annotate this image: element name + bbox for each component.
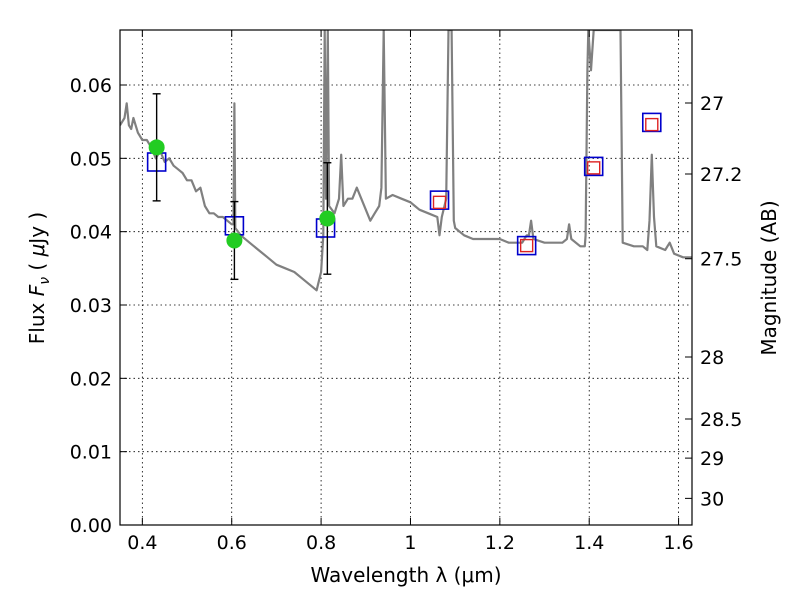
x-tick-label: 1.6 — [663, 532, 693, 554]
y-tick-label: 0.06 — [70, 75, 112, 97]
model-square — [641, 112, 662, 133]
y2-tick-label: 30 — [700, 488, 724, 510]
y-tick-label: 0.00 — [70, 515, 112, 537]
y2-axis-label: Magnitude (AB) — [757, 200, 781, 355]
spectrum — [120, 30, 692, 292]
grid — [120, 30, 692, 526]
model-square-small — [432, 195, 447, 210]
y2-tick-label: 28.5 — [700, 409, 742, 431]
model-square — [516, 235, 537, 256]
y-tick-label: 0.03 — [70, 295, 112, 317]
x-tick-label: 1.2 — [485, 532, 515, 554]
observed-point — [148, 139, 165, 156]
data-points — [146, 93, 662, 281]
observed-point — [319, 210, 336, 227]
x-tick-label: 0.4 — [127, 532, 157, 554]
model-square-small — [519, 238, 534, 253]
y-tick-label: 0.05 — [70, 148, 112, 170]
y2-tick-label: 28 — [700, 347, 724, 369]
y-tick-label: 0.04 — [70, 222, 112, 244]
y2-tick-label: 27.2 — [700, 164, 742, 186]
y-axis-label: Flux Fν ( μJy ) — [25, 212, 53, 344]
model-square — [429, 190, 450, 210]
x-tick-label: 1 — [404, 532, 416, 554]
y2-tick-label: 27.5 — [700, 249, 742, 271]
observed-point — [226, 232, 243, 249]
x-tick-label: 0.6 — [217, 532, 247, 554]
y-tick-label: 0.02 — [70, 368, 112, 390]
model-square-small — [645, 117, 659, 132]
plot-frame — [119, 29, 693, 526]
spectrum-line — [120, 30, 692, 292]
y2-tick-label: 29 — [700, 448, 724, 470]
x-tick-label: 1.4 — [574, 532, 604, 554]
axis-ticks: 0.4 0.6 0.8 1 1.2 1.4 1.6 0.00 0.01 0.02 0.03 0.04 0… — [70, 30, 742, 554]
x-tick-label: 0.8 — [306, 532, 336, 554]
model-square-small — [586, 161, 601, 175]
y-tick-label: 0.01 — [70, 442, 112, 464]
y2-tick-label: 27 — [700, 93, 724, 115]
x-axis-label: Wavelength λ (μm) — [310, 563, 501, 587]
model-square — [583, 156, 604, 177]
